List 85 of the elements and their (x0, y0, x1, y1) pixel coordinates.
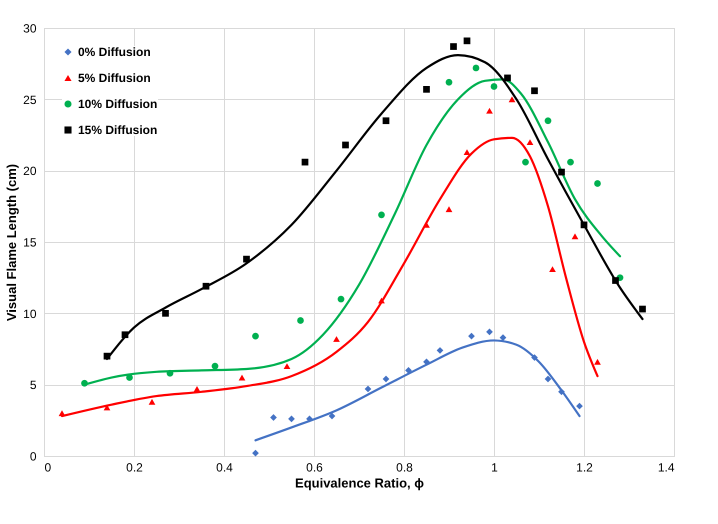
x-tick-label: 1.4 (658, 460, 675, 474)
point (333, 336, 340, 342)
point (306, 416, 313, 422)
point (243, 256, 250, 262)
point (270, 414, 277, 421)
y-tick-label: 25 (23, 92, 37, 107)
point (544, 376, 552, 382)
point (202, 282, 210, 290)
y-tick-label: 0 (30, 450, 37, 464)
point (252, 332, 259, 340)
point (558, 168, 565, 176)
x-tick-label: 0.4 (216, 460, 234, 474)
point (81, 380, 88, 387)
point (544, 117, 552, 124)
x-tick-label: 0 (44, 460, 52, 474)
point (490, 83, 498, 90)
point (436, 347, 444, 354)
legend-label: 15% Diffusion (78, 123, 158, 137)
point (378, 298, 385, 304)
point (522, 158, 529, 166)
point (594, 358, 601, 365)
point (486, 108, 493, 114)
y-tick-label: 10 (23, 306, 37, 321)
point (166, 370, 174, 377)
point (639, 306, 646, 312)
point (446, 206, 452, 212)
y-axis-title: Visual Flame Length (cm) (4, 164, 20, 322)
point (572, 233, 578, 240)
point (576, 402, 583, 410)
point (252, 450, 259, 456)
point (212, 362, 218, 370)
point (194, 386, 200, 392)
point (472, 64, 480, 72)
legend-label: 0% Diffusion (78, 45, 151, 59)
y-tick-label: 30 (23, 22, 37, 36)
point (328, 412, 336, 420)
point (450, 43, 457, 50)
point (338, 296, 344, 302)
point (446, 78, 452, 86)
point (104, 352, 110, 360)
point (122, 331, 128, 338)
point (549, 266, 556, 272)
point (531, 354, 538, 361)
point (297, 317, 304, 324)
x-tick-label: 1 (491, 460, 498, 474)
point (284, 363, 290, 370)
y-tick-label: 20 (23, 164, 37, 178)
point (58, 410, 66, 416)
point (531, 87, 538, 94)
point (148, 398, 156, 405)
point (342, 142, 349, 148)
point (126, 374, 133, 381)
point (468, 332, 475, 340)
point (526, 139, 534, 146)
point (288, 416, 295, 422)
point (504, 74, 511, 82)
x-tick-label: 0.2 (126, 460, 144, 474)
point (464, 149, 470, 156)
point (612, 277, 619, 284)
point (594, 180, 601, 187)
y-tick-label: 5 (30, 378, 37, 392)
legend-label: 10% Diffusion (78, 97, 158, 111)
point (508, 96, 516, 102)
point (405, 367, 412, 374)
point (580, 222, 588, 228)
point (567, 158, 574, 166)
point (464, 37, 470, 44)
point (423, 358, 430, 366)
x-tick-label: 0.8 (396, 460, 414, 474)
point (364, 386, 372, 392)
legend-label: 5% Diffusion (78, 71, 151, 85)
point (382, 376, 390, 382)
point (486, 328, 493, 336)
x-tick-label: 1.2 (576, 460, 594, 474)
x-axis-title: Equivalence Ratio, ϕ (295, 476, 424, 490)
point (382, 117, 390, 124)
point (558, 388, 565, 396)
point (238, 374, 246, 380)
x-tick-label: 0.6 (306, 460, 324, 474)
point (500, 334, 506, 341)
point (162, 310, 169, 317)
point (302, 158, 308, 166)
point (423, 86, 430, 93)
y-tick-label: 15 (23, 236, 37, 250)
point (378, 212, 385, 218)
